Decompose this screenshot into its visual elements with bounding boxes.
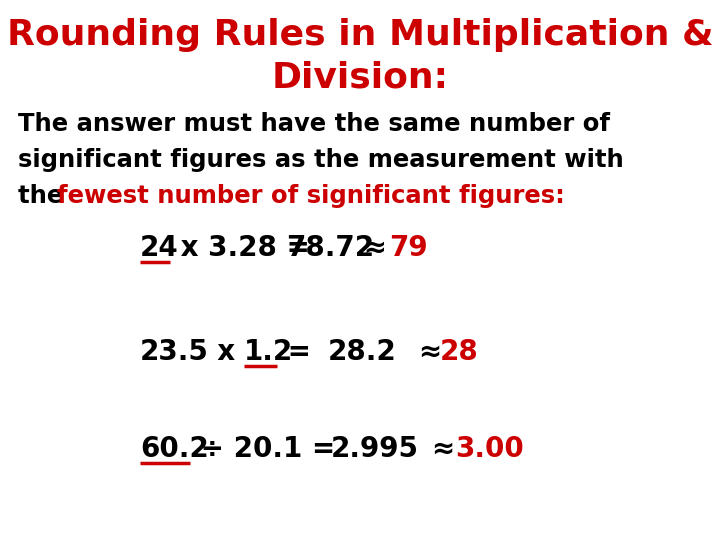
Text: fewest number of significant figures:: fewest number of significant figures:: [57, 184, 565, 208]
Text: 78.72: 78.72: [286, 234, 374, 262]
Text: ≈: ≈: [354, 234, 397, 262]
Text: 79: 79: [389, 234, 428, 262]
Text: 23.5: 23.5: [140, 338, 209, 366]
Text: The answer must have the same number of: The answer must have the same number of: [18, 112, 610, 136]
Text: 1.2: 1.2: [244, 338, 293, 366]
Text: the: the: [18, 184, 72, 208]
Text: x: x: [198, 338, 245, 366]
Text: 60.2: 60.2: [140, 435, 209, 463]
Text: 3.00: 3.00: [455, 435, 523, 463]
Text: 2.995: 2.995: [331, 435, 419, 463]
Text: =: =: [278, 338, 330, 366]
Text: 28: 28: [440, 338, 479, 366]
Text: Rounding Rules in Multiplication &: Rounding Rules in Multiplication &: [6, 18, 714, 52]
Text: significant figures as the measurement with: significant figures as the measurement w…: [18, 148, 624, 172]
Text: ≈: ≈: [403, 435, 464, 463]
Text: ÷ 20.1 =: ÷ 20.1 =: [191, 435, 345, 463]
Text: 24: 24: [140, 234, 179, 262]
Text: ≈: ≈: [390, 338, 451, 366]
Text: Division:: Division:: [271, 60, 449, 94]
Text: 28.2: 28.2: [328, 338, 397, 366]
Text: x 3.28 =: x 3.28 =: [171, 234, 320, 262]
